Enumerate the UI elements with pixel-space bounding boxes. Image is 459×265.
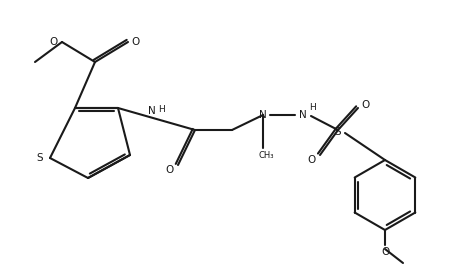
Text: N: N xyxy=(259,110,267,120)
Text: H: H xyxy=(158,104,165,113)
Text: CH₃: CH₃ xyxy=(258,152,274,161)
Text: O: O xyxy=(381,247,389,257)
Text: O: O xyxy=(50,37,58,47)
Text: O: O xyxy=(308,155,316,165)
Text: N: N xyxy=(299,110,307,120)
Text: S: S xyxy=(335,127,341,137)
Text: H: H xyxy=(308,103,315,112)
Text: S: S xyxy=(37,153,43,163)
Text: O: O xyxy=(362,100,370,110)
Text: O: O xyxy=(132,37,140,47)
Text: N: N xyxy=(148,106,156,116)
Text: O: O xyxy=(166,165,174,175)
